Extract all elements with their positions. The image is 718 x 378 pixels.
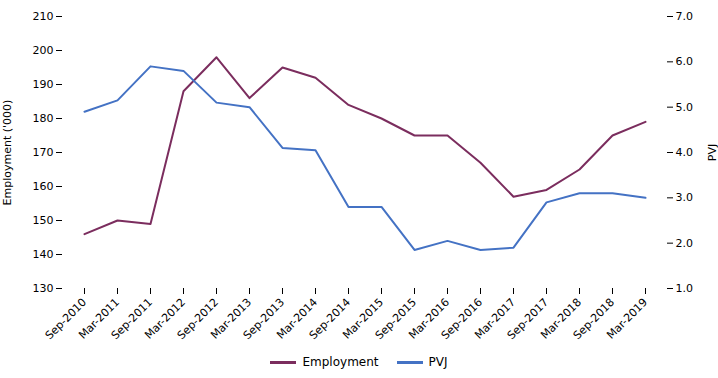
- svg-text:Mar-2017: Mar-2017: [472, 295, 519, 342]
- svg-text:160: 160: [33, 180, 54, 193]
- svg-text:Mar-2015: Mar-2015: [340, 295, 387, 342]
- svg-text:Mar-2019: Mar-2019: [604, 296, 650, 342]
- svg-text:Sep-2014: Sep-2014: [306, 295, 354, 343]
- svg-text:6.0: 6.0: [676, 55, 694, 68]
- svg-text:Mar-2016: Mar-2016: [406, 295, 453, 342]
- svg-text:130: 130: [33, 282, 54, 295]
- svg-text:Mar-2013: Mar-2013: [208, 295, 255, 342]
- svg-text:3.0: 3.0: [676, 191, 694, 204]
- svg-text:Mar-2018: Mar-2018: [538, 295, 585, 342]
- svg-text:Mar-2012: Mar-2012: [142, 295, 189, 342]
- html-text:Employment: Employment: [302, 355, 379, 369]
- svg-text:Sep-2016: Sep-2016: [438, 295, 486, 343]
- svg-text:Sep-2011: Sep-2011: [108, 295, 156, 343]
- svg-text:5.0: 5.0: [676, 101, 694, 114]
- svg-text:Mar-2014: Mar-2014: [274, 295, 321, 342]
- svg-text:150: 150: [33, 214, 54, 227]
- svg-text:Employment ('000): Employment ('000): [1, 100, 14, 206]
- svg-text:170: 170: [33, 146, 54, 159]
- svg-text:4.0: 4.0: [676, 146, 694, 159]
- svg-text:Sep-2018: Sep-2018: [570, 295, 618, 343]
- svg-text:200: 200: [33, 44, 54, 57]
- svg-text:Mar-2011: Mar-2011: [76, 295, 123, 342]
- svg-text:Sep-2012: Sep-2012: [174, 295, 222, 343]
- svg-text:190: 190: [33, 78, 54, 91]
- html-text:PVJ: PVJ: [428, 355, 448, 369]
- svg-text:140: 140: [33, 248, 54, 261]
- svg-text:180: 180: [33, 112, 54, 125]
- svg-text:Sep-2010: Sep-2010: [42, 295, 90, 343]
- svg-text:210: 210: [33, 10, 54, 23]
- svg-text:7.0: 7.0: [676, 10, 694, 23]
- svg-text:Sep-2013: Sep-2013: [240, 295, 288, 343]
- svg-text:PVJ: PVJ: [706, 144, 718, 161]
- svg-text:Sep-2017: Sep-2017: [504, 295, 552, 343]
- svg-text:2.0: 2.0: [676, 237, 694, 250]
- svg-text:Sep-2015: Sep-2015: [372, 295, 420, 343]
- svg-text:1.0: 1.0: [676, 282, 694, 295]
